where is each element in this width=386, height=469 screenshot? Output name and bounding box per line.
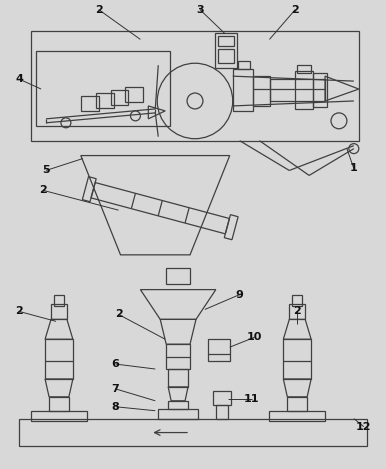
- Text: 2: 2: [293, 306, 301, 317]
- Bar: [313, 73, 327, 107]
- Bar: [238, 61, 250, 69]
- Text: 5: 5: [42, 166, 50, 175]
- Text: 11: 11: [244, 394, 259, 404]
- Text: 3: 3: [196, 5, 204, 15]
- Text: 6: 6: [112, 359, 120, 369]
- Bar: [45, 339, 73, 379]
- Bar: [271, 79, 325, 101]
- Bar: [96, 93, 113, 108]
- Bar: [19, 419, 367, 446]
- Bar: [215, 33, 237, 68]
- Bar: [31, 31, 359, 141]
- Bar: [233, 69, 252, 111]
- Text: 2: 2: [95, 5, 103, 15]
- Text: 10: 10: [247, 332, 262, 342]
- Bar: [51, 304, 67, 319]
- Text: 2: 2: [15, 306, 23, 317]
- Bar: [166, 268, 190, 284]
- Text: 4: 4: [15, 74, 23, 84]
- Bar: [295, 71, 313, 109]
- Bar: [111, 90, 129, 105]
- Text: 8: 8: [112, 402, 119, 412]
- Bar: [287, 397, 307, 411]
- Text: 9: 9: [236, 289, 244, 300]
- Bar: [36, 51, 170, 126]
- Text: 2: 2: [39, 185, 47, 195]
- Bar: [54, 295, 64, 306]
- Bar: [158, 409, 198, 419]
- Bar: [168, 369, 188, 387]
- Bar: [81, 96, 99, 111]
- Bar: [49, 397, 69, 411]
- Text: 2: 2: [115, 310, 122, 319]
- Bar: [168, 401, 188, 409]
- Bar: [292, 295, 302, 306]
- Text: 7: 7: [112, 384, 119, 394]
- Bar: [218, 49, 234, 63]
- Bar: [283, 339, 311, 379]
- Bar: [297, 65, 311, 73]
- Bar: [216, 405, 228, 419]
- Bar: [289, 304, 305, 319]
- Bar: [269, 411, 325, 421]
- Bar: [213, 391, 231, 405]
- Bar: [218, 37, 234, 46]
- Text: 12: 12: [356, 422, 371, 431]
- Bar: [125, 87, 143, 102]
- Text: 2: 2: [291, 5, 299, 15]
- Bar: [252, 76, 271, 106]
- Bar: [208, 339, 230, 361]
- Bar: [31, 411, 87, 421]
- Text: 1: 1: [350, 164, 358, 174]
- Bar: [166, 344, 190, 369]
